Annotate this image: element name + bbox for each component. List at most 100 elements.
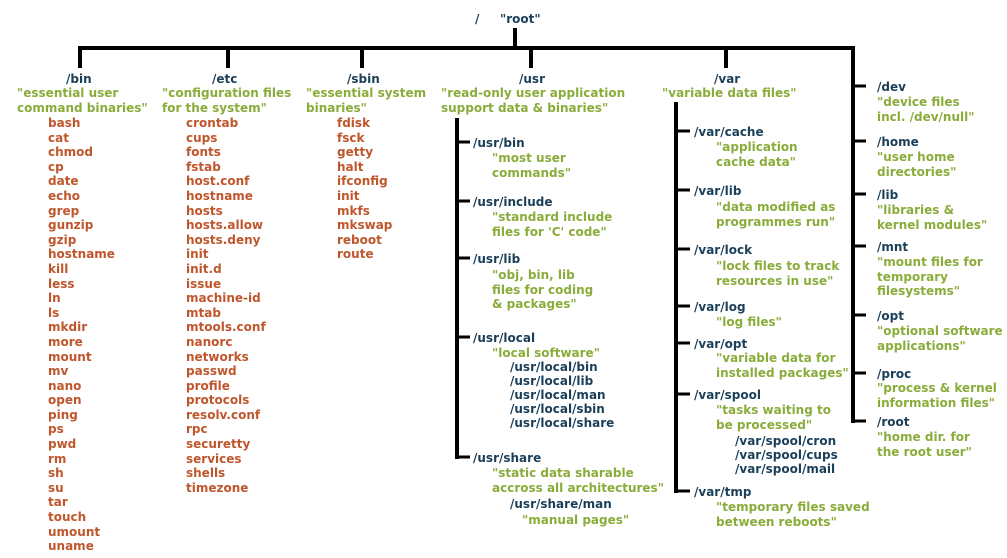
file-item: fstab: [186, 159, 221, 174]
var-log-label: /var/log: [694, 300, 746, 314]
etc-label: /etc: [212, 72, 238, 86]
file-item: rpc: [186, 422, 208, 437]
home-label: /home: [877, 135, 919, 149]
file-item: hostname: [186, 188, 253, 203]
file-item: mtab: [186, 305, 221, 320]
lib-label: /lib: [877, 188, 899, 202]
file-item: hosts: [186, 203, 223, 218]
usr-share-desc: "static data sharable accross all archite…: [492, 466, 664, 495]
file-item: protocols: [186, 393, 250, 408]
opt-label: /opt: [877, 309, 904, 323]
var-opt-desc: "variable data for installed packages": [716, 351, 849, 380]
file-item: issue: [186, 276, 222, 291]
usr-include-desc: "standard include files for 'C' code": [492, 210, 613, 239]
file-item: init: [337, 188, 360, 203]
var-lock-label: /var/lock: [694, 243, 753, 257]
file-item: gunzip: [48, 218, 94, 233]
file-item: grep: [48, 203, 80, 218]
file-item: open: [48, 393, 82, 408]
file-item: cups: [186, 130, 218, 145]
var-spool-sub-list: /var/spool/cron/var/spool/cups/var/spool…: [735, 434, 838, 476]
file-item: ping: [48, 407, 78, 422]
file-item: su: [48, 480, 64, 495]
file-item: hosts.allow: [186, 218, 264, 233]
usr-label: /usr: [519, 72, 545, 86]
var-lock-desc: "lock files to track resources in use": [716, 259, 840, 288]
file-item: mkdir: [48, 320, 88, 335]
file-item: passwd: [186, 364, 237, 379]
file-item: machine-id: [186, 291, 261, 306]
usr-lib-desc: "obj, bin, lib files for coding & packages…: [492, 268, 594, 311]
file-item: ls: [48, 305, 60, 320]
file-item: halt: [337, 159, 364, 174]
sbin-file-list: fdisk fsck getty halt ifconfig init mkfs mkswap…: [337, 116, 392, 262]
lib-desc: "libraries & kernel modules": [877, 203, 988, 232]
file-item: umount: [48, 524, 101, 539]
file-item: more: [48, 334, 83, 349]
file-item: pwd: [48, 437, 77, 452]
file-item: kill: [48, 261, 69, 276]
file-item: nanorc: [186, 334, 233, 349]
file-item: mount: [48, 349, 92, 364]
subdirectory-item: /usr/local/man: [510, 388, 606, 402]
file-item: reboot: [337, 232, 382, 247]
usr-include-label: /usr/include: [473, 195, 553, 209]
usr-desc: "read-only user application support data …: [441, 86, 626, 115]
file-item: resolv.conf: [186, 407, 261, 422]
file-item: uname: [48, 539, 94, 554]
mnt-label: /mnt: [877, 240, 909, 254]
var-cache-desc: "application cache data": [716, 140, 798, 169]
file-item: init: [186, 247, 209, 262]
subdirectory-item: /var/spool/cups: [735, 448, 838, 462]
root-slash-label: /: [475, 12, 480, 26]
sbin-label: /sbin: [347, 72, 380, 86]
sbin-desc: "essential system binaries": [306, 86, 427, 115]
file-item: getty: [337, 145, 374, 160]
var-spool-label: /var/spool: [694, 388, 761, 402]
subdirectory-item: /var/spool/cron: [735, 434, 837, 448]
file-item: fdisk: [337, 116, 371, 130]
root-dir-label: /root: [877, 415, 910, 429]
var-desc: "variable data files": [662, 86, 797, 100]
root-dir-desc: "home dir. for the root user": [877, 430, 972, 459]
file-item: sh: [48, 466, 64, 481]
file-item: less: [48, 276, 75, 291]
usr-bin-label: /usr/bin: [473, 136, 525, 150]
subdirectory-item: /usr/local/lib: [510, 374, 594, 388]
file-item: cat: [48, 130, 69, 145]
file-item: hostname: [48, 247, 115, 262]
usr-local-sub-list: /usr/local/bin/usr/local/lib/usr/local/m…: [510, 360, 614, 430]
file-item: chmod: [48, 145, 93, 160]
bin-file-list: bash cat chmod cp date echo grep gunzip gzip host…: [48, 116, 115, 554]
file-item: mtools.conf: [186, 320, 266, 335]
proc-label: /proc: [877, 367, 912, 381]
root-name-label: "root": [500, 12, 541, 26]
etc-file-list: crontab cups fonts fstab host.conf hostname ho…: [186, 116, 266, 495]
file-item: route: [337, 247, 374, 262]
mnt-desc: "mount files for temporary filesystems": [877, 255, 983, 298]
file-item: nano: [48, 378, 82, 393]
file-item: mv: [48, 364, 69, 379]
file-item: ln: [48, 291, 61, 306]
file-item: touch: [48, 510, 87, 525]
file-item: ifconfig: [337, 174, 388, 189]
var-cache-label: /var/cache: [694, 125, 764, 139]
home-desc: "user home directories": [877, 150, 957, 179]
file-item: services: [186, 451, 242, 466]
bin-label: /bin: [66, 72, 92, 86]
file-item: tar: [48, 495, 68, 510]
file-item: ps: [48, 422, 64, 437]
var-opt-label: /var/opt: [694, 337, 748, 351]
file-item: echo: [48, 188, 81, 203]
var-tmp-desc: "temporary files saved between reboots": [716, 500, 870, 529]
file-item: init.d: [186, 261, 222, 276]
file-item: networks: [186, 349, 249, 364]
file-item: timezone: [186, 480, 249, 495]
file-item: bash: [48, 116, 81, 130]
subdirectory-item: /usr/local/share: [510, 416, 615, 430]
file-item: profile: [186, 378, 230, 393]
file-item: host.conf: [186, 174, 250, 189]
file-item: shells: [186, 466, 226, 481]
file-item: hosts.deny: [186, 232, 261, 247]
file-item: fsck: [337, 130, 365, 145]
